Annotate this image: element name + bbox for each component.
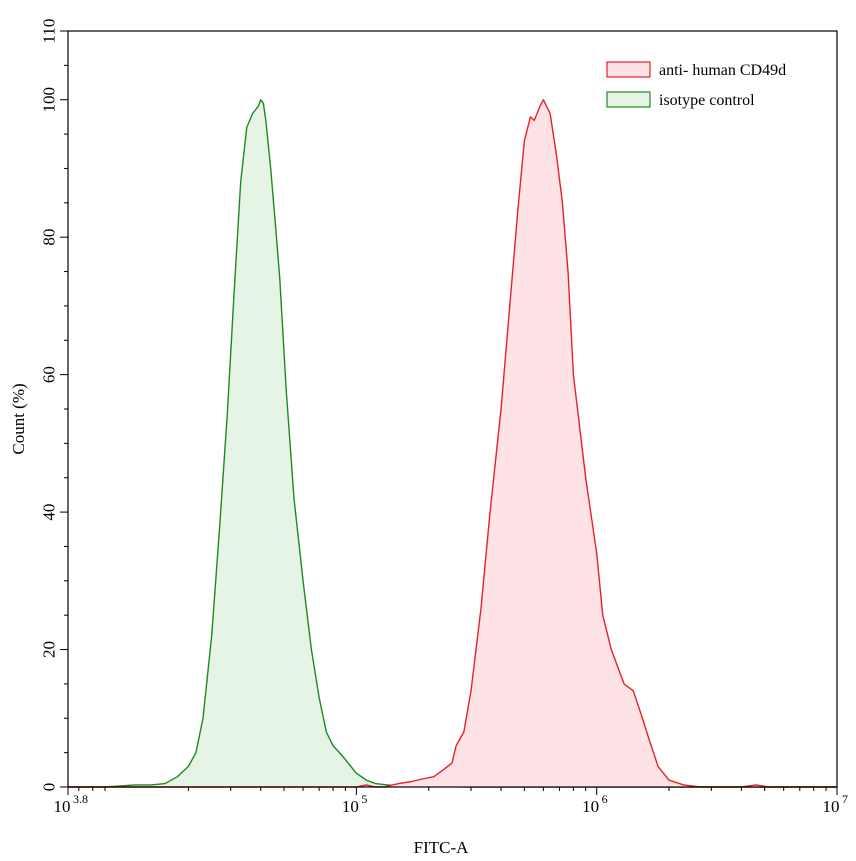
series-line-0 <box>68 99 837 788</box>
y-axis-title: Count (%) <box>9 383 28 454</box>
series-area-0 <box>68 99 837 788</box>
y-tick-label: 80 <box>40 229 59 246</box>
plot-frame <box>67 30 838 788</box>
x-tick-label: 10 <box>582 797 599 816</box>
legend-swatch-anti-cd49d <box>606 61 651 78</box>
x-tick-label: 10 <box>823 797 840 816</box>
series-area-1 <box>68 99 837 788</box>
x-tick-label: 10 <box>53 797 70 816</box>
y-tick-label: 60 <box>40 366 59 383</box>
legend-swatch-isotype-control <box>606 91 651 108</box>
x-tick-exponent: 6 <box>602 792 608 806</box>
y-tick-label: 0 <box>40 783 59 792</box>
y-tick-label: 40 <box>40 504 59 521</box>
series-layer <box>68 99 837 788</box>
x-tick-exponent: 7 <box>842 792 848 806</box>
x-tick-exponent: 3.8 <box>73 792 88 806</box>
x-axis-title: FITC-A <box>414 838 470 857</box>
legend: anti- human CD49d isotype control <box>606 61 786 109</box>
y-tick-label: 110 <box>40 19 59 44</box>
y-tick-label: 20 <box>40 641 59 658</box>
series-line-1 <box>68 99 837 788</box>
y-tick-label: 100 <box>40 87 59 113</box>
x-tick-exponent: 5 <box>361 792 367 806</box>
x-tick-label: 10 <box>342 797 359 816</box>
legend-label-anti-cd49d: anti- human CD49d <box>659 62 786 79</box>
legend-label-isotype-control: isotype control <box>659 92 755 109</box>
